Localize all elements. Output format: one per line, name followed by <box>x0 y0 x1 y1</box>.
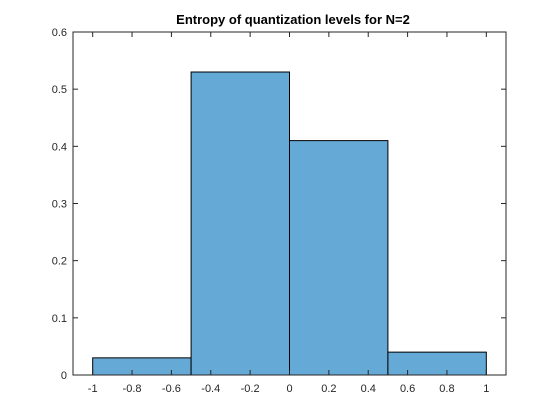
y-tick-label: 0 <box>61 370 67 382</box>
x-tick-label: 0.6 <box>400 383 415 395</box>
x-tick-label: 0.8 <box>439 383 454 395</box>
x-tick-label: 0.4 <box>361 383 376 395</box>
histogram-bar <box>92 357 192 376</box>
y-tick-label: 0.5 <box>52 84 67 96</box>
x-tick-label: -1 <box>88 383 98 395</box>
y-tick-label: 0.1 <box>52 313 67 325</box>
x-tick-label: 0.2 <box>321 383 336 395</box>
y-axis: 0 0.1 0.2 0.3 0.4 0.5 0.6 <box>52 27 506 382</box>
y-tick-label: 0.2 <box>52 256 67 268</box>
y-tick-label: 0.4 <box>52 141 67 153</box>
x-tick-label: -0.2 <box>241 383 260 395</box>
y-tick-label: 0.3 <box>52 199 67 211</box>
x-tick-label: -0.4 <box>201 383 220 395</box>
x-tick-label: -0.8 <box>123 383 142 395</box>
y-tick-label: 0.6 <box>52 27 67 39</box>
x-tick-label: -0.6 <box>162 383 181 395</box>
x-tick-label: 0 <box>286 383 292 395</box>
x-axis: -1 -0.8 -0.6 -0.4 -0.2 0 0.2 0.4 0.6 0.8 1 <box>88 32 489 395</box>
chart-title: Entropy of quantization levels for N=2 <box>176 12 410 27</box>
bars-group <box>92 71 487 376</box>
x-tick-label: 1 <box>483 383 489 395</box>
histogram-bar <box>289 140 389 376</box>
histogram-bar <box>190 71 290 376</box>
histogram-bar <box>387 351 487 376</box>
